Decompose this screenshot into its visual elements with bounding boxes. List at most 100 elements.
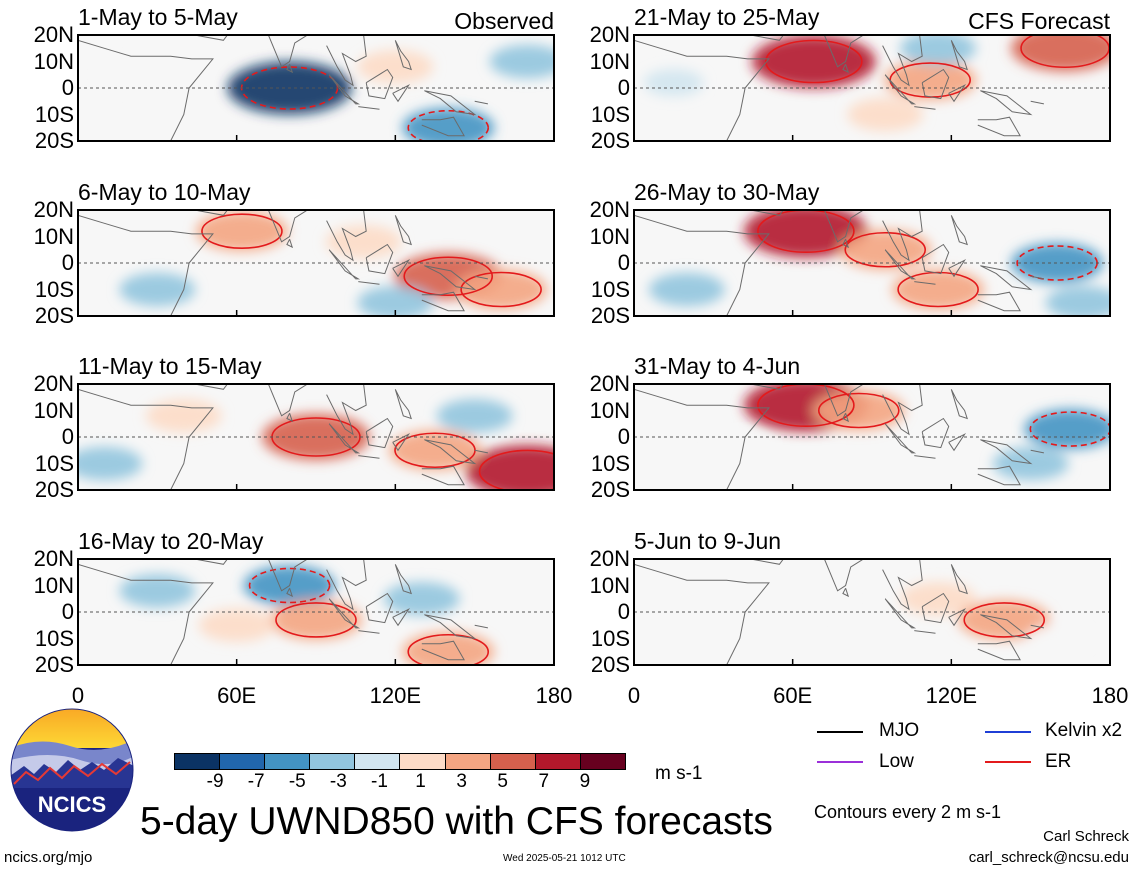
coastline (424, 265, 477, 291)
panel-map-svg (633, 34, 1111, 142)
coastline (1030, 449, 1044, 454)
y-tick-label: 10S (34, 625, 74, 651)
coastline (948, 259, 967, 278)
map-panel: 11-May to 15-May 20N 10N 0 10S 20S (34, 355, 555, 501)
anomaly-blob (357, 50, 434, 84)
coastline (977, 116, 1021, 137)
colorbar-swatch (535, 754, 581, 769)
logo-text: NCICS (38, 792, 106, 817)
anomaly-blob (119, 574, 196, 608)
anomaly-blob (648, 272, 725, 307)
coastline (750, 559, 785, 565)
coastline (421, 640, 465, 661)
legend-label-kelvin: Kelvin x2 (1045, 720, 1123, 741)
coastline (750, 35, 785, 41)
coastline (394, 564, 412, 595)
colorbar-tick-label: 3 (456, 771, 467, 792)
map-panel: 16-May to 20-May 20N 10N 0 10S 20S (34, 530, 555, 676)
y-tick-label: 20S (590, 652, 630, 677)
panel-title: 5-Jun to 9-Jun (634, 528, 782, 554)
anomaly-blob (1045, 285, 1110, 316)
panel-title: 11-May to 15-May (78, 353, 262, 379)
legend-note: Contours every 2 m s-1 (814, 802, 1002, 822)
er-contour (765, 39, 863, 84)
panel-title: 6-May to 10-May (78, 179, 251, 205)
y-tick-label: 0 (617, 424, 630, 449)
coastline (328, 74, 361, 105)
er-contour (403, 256, 494, 297)
colorbar-swatch (580, 754, 625, 769)
anomaly-blob (402, 631, 495, 665)
x-tick-label: 180 (535, 683, 573, 708)
y-tick-label: 10N (33, 48, 74, 74)
coastline (634, 388, 770, 490)
coastline (882, 559, 923, 611)
er-contour (963, 602, 1046, 638)
coastline (1030, 100, 1044, 105)
coastline (882, 35, 923, 87)
coastline (257, 35, 309, 68)
legend-line-mjo (817, 731, 863, 733)
coastline (365, 243, 394, 275)
panel-map-svg (77, 209, 555, 317)
y-tick-label: 20S (34, 477, 74, 502)
coastline (474, 100, 488, 105)
colorbar-swatch (400, 754, 446, 769)
y-tick-label: 0 (61, 250, 74, 275)
coastline (286, 587, 294, 598)
coastline (980, 90, 1033, 116)
anomaly-blob (455, 269, 548, 310)
anomaly-blob (402, 107, 495, 141)
coastline (950, 389, 968, 420)
colorbar-tick-label: -7 (247, 771, 265, 792)
coastline (884, 423, 917, 454)
anomaly-blob (812, 390, 905, 431)
coastline (914, 106, 936, 110)
legend-label-er: ER (1045, 751, 1072, 772)
y-tick-label: 20S (590, 303, 630, 328)
coastline (980, 265, 1033, 291)
er-contour (407, 109, 490, 141)
panel-map-svg (633, 558, 1111, 666)
author-email: carl_schreck@ncsu.edu (968, 849, 1129, 866)
ncics-logo: NCICS (10, 708, 134, 832)
anomaly-blob (78, 446, 143, 481)
panel-frame (77, 209, 555, 317)
er-contour (201, 213, 283, 250)
colorbar-swatch (490, 754, 536, 769)
coastline (950, 564, 968, 595)
coastline (394, 40, 412, 71)
y-tick-label: 10N (589, 48, 630, 74)
coastline (813, 210, 865, 243)
x-tick-label: 60E (773, 683, 813, 708)
anomaly-blob (145, 399, 222, 433)
anomaly-blob (751, 35, 876, 88)
coastline (842, 412, 850, 423)
y-tick-label: 10S (34, 450, 74, 476)
anomaly-blob (489, 44, 554, 79)
anomaly-blob (119, 272, 196, 307)
coastline (474, 624, 488, 629)
footer-timestamp: Wed 2025-05-21 1012 UTC (503, 853, 626, 864)
x-tick-label: 0 (627, 683, 641, 708)
coastline (977, 291, 1021, 312)
colorbar-tick-label: 5 (497, 771, 509, 792)
coastline (194, 210, 229, 216)
anomaly-blob (900, 35, 977, 66)
panel-title: 16-May to 20-May (78, 528, 264, 554)
colorbar-swatch (265, 754, 311, 769)
colorbar-swatch (355, 754, 401, 769)
coastline (326, 35, 367, 87)
y-tick-label: 20S (34, 128, 74, 153)
coastline (634, 563, 770, 665)
main-title: 5-day UWND850 with CFS forecasts (140, 800, 773, 843)
x-tick-label: 60E (217, 683, 257, 708)
coastline (424, 614, 477, 640)
coastline (421, 291, 465, 312)
panel-title: 26-May to 30-May (634, 179, 820, 205)
y-tick-label: 20N (33, 371, 74, 396)
y-tick-label: 10S (590, 276, 630, 302)
legend-line-kelvin (985, 731, 1031, 733)
colorbar-tick-label: -5 (288, 771, 306, 792)
coastline (257, 559, 309, 592)
